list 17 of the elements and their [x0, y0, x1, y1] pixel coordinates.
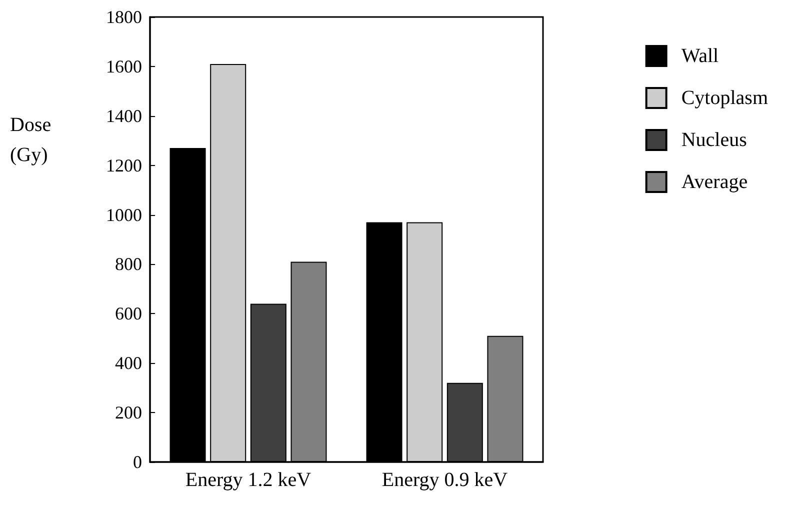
- y-tick-label: 1200: [106, 155, 142, 176]
- legend-label: Wall: [681, 45, 720, 67]
- x-tick-label: Energy 0.9 keV: [382, 469, 508, 491]
- y-tick-label: 1400: [106, 106, 142, 126]
- y-tick-label: 1000: [106, 204, 142, 225]
- legend-label: Nucleus: [681, 129, 748, 151]
- y-tick-label: 200: [115, 402, 142, 423]
- y-tick-label: 400: [115, 353, 142, 374]
- x-tick-label: Energy 1.2 keV: [185, 469, 312, 491]
- legend-label: Average: [681, 171, 748, 193]
- y-tick-label: 600: [115, 304, 142, 324]
- y-tick-label: 0: [133, 452, 142, 472]
- y-tick-label: 1800: [106, 7, 142, 27]
- legend-label: Cytoplasm: [681, 87, 768, 109]
- y-axis-title: Dose (Gy): [10, 114, 52, 166]
- y-tick-label: 800: [115, 254, 142, 274]
- y-tick-label: 1600: [106, 56, 142, 76]
